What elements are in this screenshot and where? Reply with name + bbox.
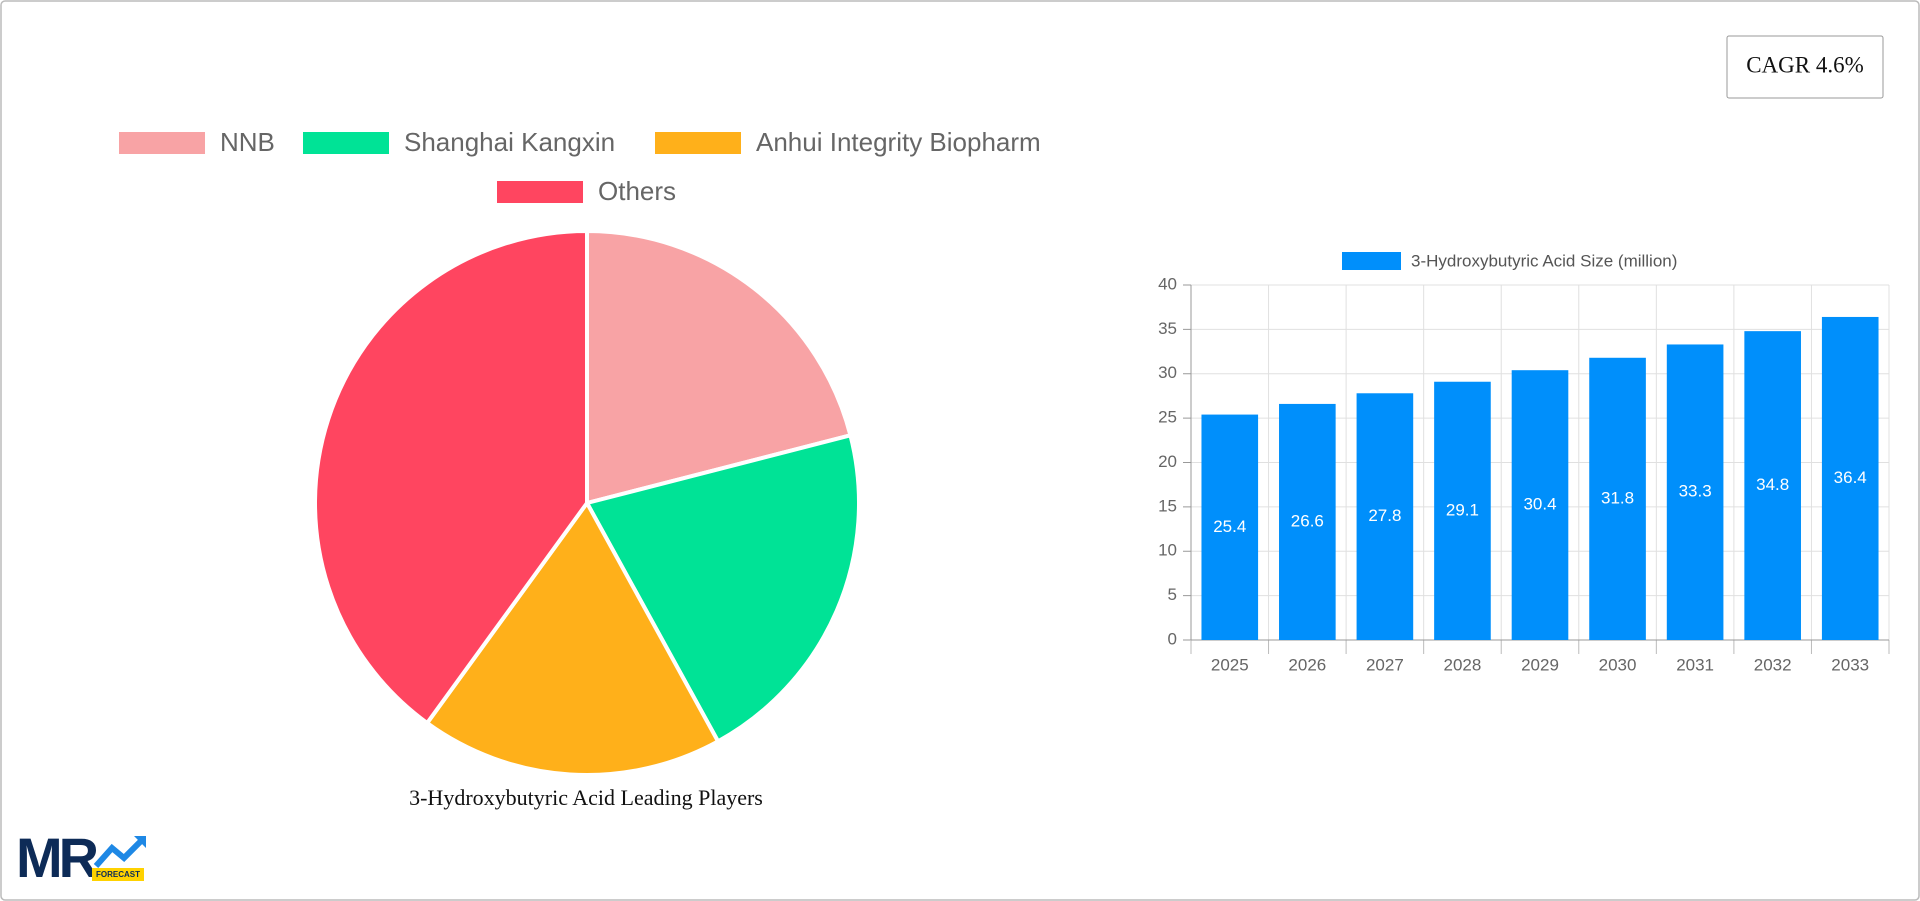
legend-swatch: [119, 132, 205, 154]
bar-value-label: 25.4: [1213, 517, 1246, 536]
pie-slice: [424, 499, 721, 777]
bar-value-label: 30.4: [1523, 495, 1556, 514]
x-tick-label: 2027: [1366, 655, 1404, 674]
pie-slice: [584, 432, 861, 745]
pie-slice: [585, 228, 853, 506]
bar-value-label: 36.4: [1834, 468, 1867, 487]
pie-title: 3-Hydroxybutyric Acid Leading Players: [409, 785, 763, 810]
x-tick-label: 2031: [1676, 655, 1714, 674]
cagr-text: CAGR 4.6%: [1746, 52, 1864, 77]
y-tick-label: 20: [1158, 452, 1177, 471]
x-tick-label: 2033: [1831, 655, 1869, 674]
bar: [1434, 381, 1491, 640]
bar: [1589, 357, 1646, 640]
y-tick-label: 25: [1158, 408, 1177, 427]
bar-value-label: 31.8: [1601, 488, 1634, 507]
bar: [1821, 316, 1879, 640]
x-tick-label: 2032: [1754, 655, 1792, 674]
legend-swatch: [1342, 252, 1401, 270]
y-tick-label: 5: [1168, 585, 1177, 604]
logo-badge: [92, 868, 144, 881]
logo-text: MR: [16, 826, 99, 889]
bar-value-label: 26.6: [1291, 511, 1324, 530]
y-tick-label: 30: [1158, 363, 1177, 382]
bar: [1511, 370, 1569, 640]
y-tick-label: 35: [1158, 319, 1177, 338]
bar-value-label: 29.1: [1446, 500, 1479, 519]
logo-arrow: [93, 837, 145, 868]
legend-swatch: [497, 181, 583, 203]
y-tick-label: 0: [1168, 629, 1177, 648]
logo-arrowhead: [134, 836, 146, 848]
y-tick-label: 15: [1158, 496, 1177, 515]
bar-value-label: 34.8: [1756, 475, 1789, 494]
bar: [1666, 344, 1724, 640]
bar: [1201, 414, 1259, 640]
pie-slice: [313, 228, 589, 726]
cagr-box: [1726, 35, 1884, 99]
legend-label: NNB: [220, 127, 275, 157]
bar: [1356, 393, 1414, 640]
legend-label: Others: [598, 176, 676, 206]
bar-value-label: 27.8: [1368, 506, 1401, 525]
legend-label: Anhui Integrity Biopharm: [756, 127, 1041, 157]
bar: [1279, 403, 1336, 640]
legend-swatch: [303, 132, 389, 154]
bar: [1744, 331, 1801, 640]
logo-sub: FORECAST: [96, 870, 140, 879]
legend-label: Shanghai Kangxin: [404, 127, 615, 157]
x-tick-label: 2025: [1211, 655, 1249, 674]
legend-swatch: [655, 132, 741, 154]
x-tick-label: 2030: [1599, 655, 1637, 674]
bar-value-label: 33.3: [1679, 482, 1712, 501]
x-tick-label: 2028: [1444, 655, 1482, 674]
x-tick-label: 2029: [1521, 655, 1559, 674]
y-tick-label: 10: [1158, 541, 1177, 560]
legend-label: 3-Hydroxybutyric Acid Size (million): [1411, 251, 1677, 270]
y-tick-label: 40: [1158, 274, 1177, 293]
logo: MR FORECAST: [16, 826, 146, 889]
x-tick-label: 2026: [1288, 655, 1326, 674]
